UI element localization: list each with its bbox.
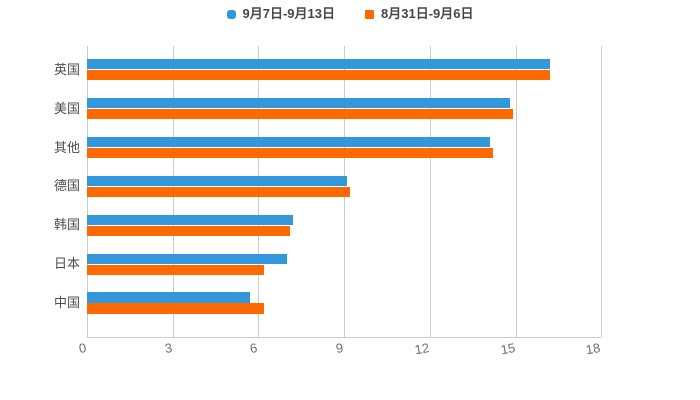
bar-8月31日-9月6日-英国[interactable] <box>87 70 550 81</box>
legend: 9月7日-9月13日 8月31日-9月6日 <box>0 4 700 24</box>
x-tick-label-3: 3 <box>163 340 174 357</box>
bar-9月7日-9月13日-中国[interactable] <box>87 292 250 303</box>
category-label-1: 英国 <box>53 61 80 77</box>
x-tick-label-12: 12 <box>413 340 431 358</box>
category-label-5: 韩国 <box>53 217 80 233</box>
bar-8月31日-9月6日-中国[interactable] <box>87 303 265 314</box>
category-label-3: 其他 <box>53 139 80 155</box>
bar-9月7日-9月13日-其他[interactable] <box>87 136 490 148</box>
gridline-x-15 <box>515 46 517 337</box>
legend-item-week1[interactable]: 8月31日-9月6日 <box>365 5 473 23</box>
bar-8月31日-9月6日-日本[interactable] <box>87 264 265 275</box>
gridline-x-12 <box>429 46 431 337</box>
gridline-x-18 <box>601 46 603 337</box>
category-label-4: 德国 <box>53 178 80 194</box>
bar-8月31日-9月6日-德国[interactable] <box>87 186 350 197</box>
legend-marker-blue-icon <box>226 9 236 19</box>
x-tick-label-0: 0 <box>77 340 88 357</box>
legend-label-week2: 9月7日-9月13日 <box>242 6 335 21</box>
bar-9月7日-9月13日-英国[interactable] <box>87 59 550 70</box>
bar-9月7日-9月13日-德国[interactable] <box>87 175 348 186</box>
x-tick-label-15: 15 <box>499 340 517 358</box>
bar-8月31日-9月6日-美国[interactable] <box>87 108 513 120</box>
bar-8月31日-9月6日-其他[interactable] <box>87 147 493 159</box>
legend-label-week1: 8月31日-9月6日 <box>381 6 474 21</box>
legend-marker-orange-icon <box>365 9 374 19</box>
x-axis-line <box>87 337 602 338</box>
bar-9月7日-9月13日-日本[interactable] <box>87 253 288 264</box>
x-tick-label-6: 6 <box>249 340 259 357</box>
category-label-6: 日本 <box>53 256 80 272</box>
legend-item-week2[interactable]: 9月7日-9月13日 <box>226 5 335 23</box>
bar-8月31日-9月6日-韩国[interactable] <box>87 225 290 236</box>
x-tick-label-18: 18 <box>585 340 602 358</box>
bar-9月7日-9月13日-美国[interactable] <box>87 97 510 109</box>
category-label-7: 中国 <box>53 295 80 311</box>
x-tick-label-9: 9 <box>334 340 345 357</box>
category-label-2: 美国 <box>53 100 80 116</box>
bar-9月7日-9月13日-韩国[interactable] <box>87 214 293 225</box>
